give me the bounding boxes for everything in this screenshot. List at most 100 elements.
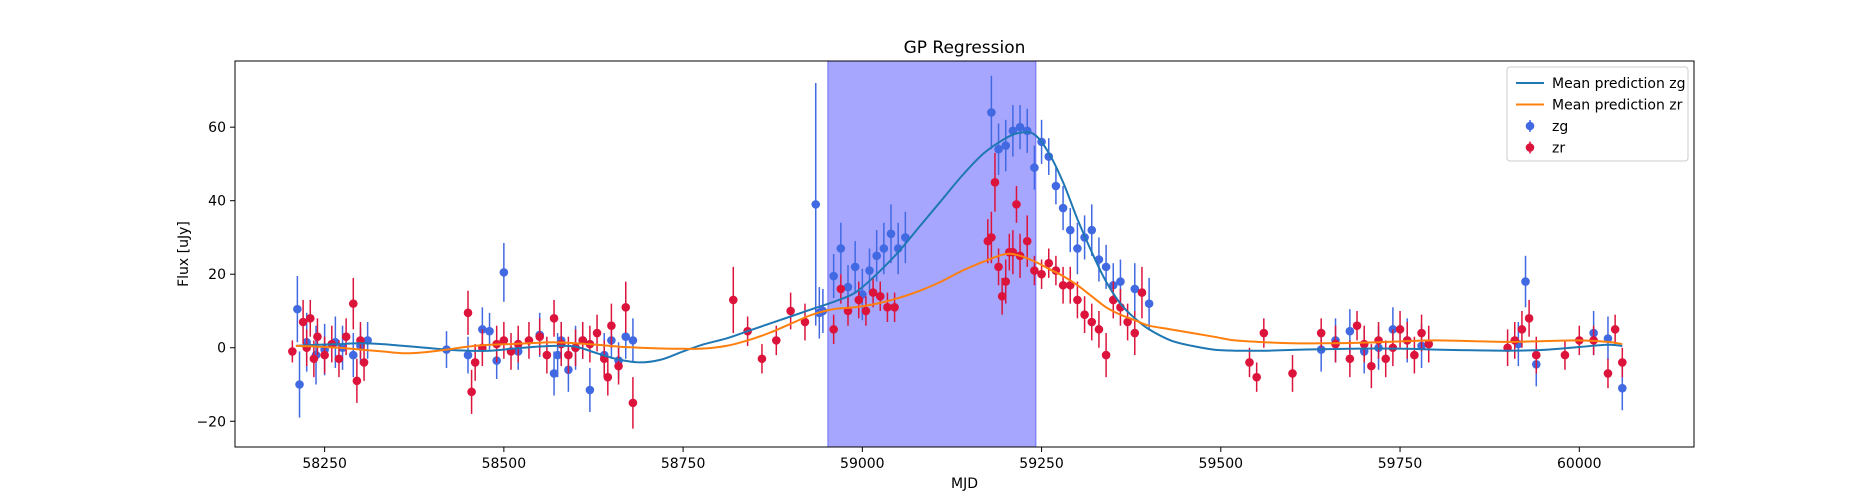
zr-point [348,277,358,330]
zr-marker [771,336,781,345]
zr-marker [868,288,878,297]
zr-point [1080,296,1089,334]
zr-marker [1080,310,1089,319]
zr-point [1101,333,1111,378]
zr-point [987,211,996,264]
zr-point [1073,281,1082,319]
zg-marker [1073,244,1082,253]
zr-point [1618,347,1627,378]
legend-frame [1506,66,1689,162]
zr-marker [987,233,996,242]
zg-point [628,318,638,363]
zg-point [1065,208,1075,253]
zr-point [621,281,631,334]
legend-swatch-zr [1525,143,1535,152]
zg-marker [994,144,1003,154]
zg-marker [463,350,473,360]
zr-point [1352,310,1362,341]
zr-marker [1058,280,1068,290]
zg-marker [811,200,821,209]
zr-marker [1395,325,1405,334]
zr-point [1087,303,1097,341]
zr-marker [854,295,864,305]
x-tick-label: 58500 [482,456,527,472]
zr-marker [757,354,767,364]
zr-point [1531,336,1541,374]
y-tick-label: −20 [196,414,226,430]
zr-marker [1345,354,1355,364]
zr-marker [997,291,1007,301]
zr-marker [578,336,588,345]
zr-point [1123,303,1132,341]
zr-marker [542,350,552,360]
zr-point [628,377,638,429]
zg-marker [987,108,996,117]
zr-point [603,358,613,396]
shaded-region-layer [827,60,1037,448]
zg-point [499,242,509,302]
zg-point [585,367,595,413]
zg-marker [549,369,559,378]
zr-point [800,303,810,341]
zr-marker [1352,321,1362,330]
zr-marker [1073,295,1082,305]
zg-point [811,83,821,326]
zr-point [875,281,885,311]
zr-point [305,299,315,337]
zr-point [549,299,559,337]
zg-point [865,248,874,293]
zr-point [334,340,344,378]
zr-marker [1316,328,1326,338]
zr-marker [800,317,810,327]
zr-marker [1087,317,1097,327]
zr-point [1381,340,1391,378]
zr-marker [463,308,473,318]
zr-point [467,369,476,414]
x-tick-label: 59000 [840,456,885,472]
zg-point [1073,222,1082,275]
zr-point [535,318,545,356]
line-layer [295,131,1623,364]
zr-point [1560,340,1570,370]
zr-point [352,358,362,403]
zg-point [850,241,860,293]
zg-marker [879,244,889,253]
x-tick-label: 58250 [302,456,347,472]
zr-marker [1030,266,1039,275]
zr-marker [1037,269,1046,279]
zr-point [1245,347,1254,378]
zg-marker [850,262,860,272]
mean-prediction-zg-line [295,131,1623,364]
zg-marker [1144,299,1154,308]
zg-marker [293,304,302,314]
zg-point [295,351,304,418]
zg-marker [485,326,494,336]
zr-point [1001,259,1011,304]
zr-marker [990,178,1000,187]
zr-marker [621,303,631,312]
zg-marker [1345,326,1355,336]
zr-point [890,292,899,323]
y-axis-ticks: −20 0 20 40 60 [196,120,235,430]
zr-marker [1367,361,1376,371]
zr-marker [348,299,358,308]
zr-point [1288,355,1297,392]
zr-marker [499,336,509,345]
zr-marker [313,332,322,342]
zg-point [994,123,1003,175]
zr-marker [1517,325,1527,334]
zr-marker [1012,200,1021,209]
zr-marker [1410,350,1419,360]
zg-point [879,222,889,275]
x-axis-title: MJD [951,476,978,492]
axes-frame [234,60,1695,448]
zr-point [578,322,588,359]
zr-marker [1510,336,1520,345]
zr-marker [309,354,319,364]
y-tick-label: 0 [217,341,226,357]
zr-marker [1123,317,1132,327]
y-axis-title: Flux [uJy] [176,221,192,287]
zr-marker [1524,314,1534,323]
zr-marker [288,347,297,356]
zr-point [757,344,767,374]
